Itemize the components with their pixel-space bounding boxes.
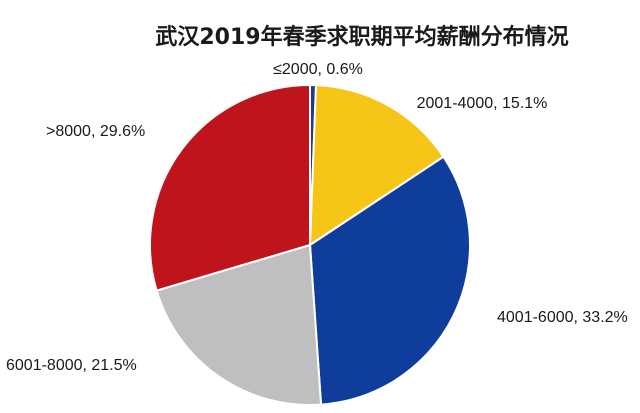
data-label: 2001-4000, 15.1% bbox=[417, 95, 548, 112]
pie-slice-4001-6000-2 bbox=[308, 155, 471, 406]
pie-slice-8000-4 bbox=[149, 83, 311, 292]
data-label: 4001-6000, 33.2% bbox=[497, 309, 628, 326]
pie-slice-2001-4000-1 bbox=[308, 84, 445, 247]
data-label: ≤2000, 0.6% bbox=[273, 61, 363, 78]
chart-title: 武汉2019年春季求职期平均薪酬分布情况 bbox=[155, 24, 568, 50]
pie-slices bbox=[149, 83, 471, 406]
data-label: 6001-8000, 21.5% bbox=[6, 357, 137, 374]
data-label: >8000, 29.6% bbox=[46, 123, 145, 140]
pie-slice-6001-8000-3 bbox=[155, 243, 323, 406]
pie-labels: ≤2000, 0.6% 2001-4000, 15.1% 4001-6000, 33… bbox=[6, 61, 628, 374]
